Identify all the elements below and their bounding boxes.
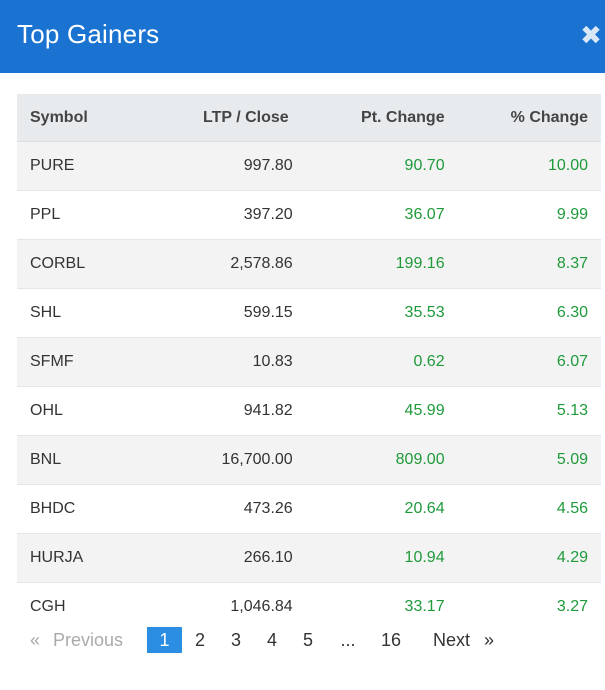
pct-change-cell: 3.27 xyxy=(444,582,601,631)
symbol-cell[interactable]: PURE xyxy=(17,141,155,191)
symbol-cell[interactable]: OHL xyxy=(17,386,155,436)
page-link-3[interactable]: 3 xyxy=(230,629,241,650)
pct-change-cell: 6.30 xyxy=(444,288,601,338)
pt-change-cell: 20.64 xyxy=(292,484,445,534)
ltp-cell: 997.80 xyxy=(154,141,293,191)
close-icon[interactable]: ✖ xyxy=(580,20,602,50)
table-row[interactable]: HURJA 266.10 10.94 4.29 xyxy=(17,533,601,583)
column-header-pct-change[interactable]: % Change xyxy=(444,94,601,142)
pt-change-cell: 199.16 xyxy=(292,239,445,289)
previous-page-link[interactable]: Previous xyxy=(53,629,124,650)
ltp-cell: 266.10 xyxy=(154,533,293,583)
pt-change-cell: 10.94 xyxy=(292,533,445,583)
pagination-ellipsis: ... xyxy=(340,629,356,650)
symbol-cell[interactable]: CORBL xyxy=(17,239,155,289)
pagination: « Previous 1 2 3 4 5 ... 16 Next » xyxy=(30,626,494,654)
pt-change-cell: 35.53 xyxy=(292,288,445,338)
table-row[interactable]: CORBL 2,578.86 199.16 8.37 xyxy=(17,239,601,289)
next-page-arrow[interactable]: » xyxy=(483,629,494,650)
pt-change-cell: 33.17 xyxy=(292,582,445,631)
table-row[interactable]: CGH 1,046.84 33.17 3.27 xyxy=(17,582,601,631)
pct-change-cell: 10.00 xyxy=(444,141,601,191)
pt-change-cell: 0.62 xyxy=(292,337,445,387)
column-header-ltp[interactable]: LTP / Close xyxy=(154,94,293,142)
ltp-cell: 10.83 xyxy=(154,337,293,387)
pct-change-cell: 6.07 xyxy=(444,337,601,387)
pct-change-cell: 5.09 xyxy=(444,435,601,485)
pt-change-cell: 36.07 xyxy=(292,190,445,240)
ltp-cell: 1,046.84 xyxy=(154,582,293,631)
gainers-table: Symbol LTP / Close Pt. Change % Change P… xyxy=(17,94,601,631)
table-row[interactable]: SFMF 10.83 0.62 6.07 xyxy=(17,337,601,387)
ltp-cell: 16,700.00 xyxy=(154,435,293,485)
pt-change-cell: 809.00 xyxy=(292,435,445,485)
ltp-cell: 2,578.86 xyxy=(154,239,293,289)
table-row[interactable]: BNL 16,700.00 809.00 5.09 xyxy=(17,435,601,485)
first-page-arrow[interactable]: « xyxy=(30,629,41,650)
ltp-cell: 397.20 xyxy=(154,190,293,240)
symbol-cell[interactable]: SHL xyxy=(17,288,155,338)
pct-change-cell: 5.13 xyxy=(444,386,601,436)
modal-title: Top Gainers xyxy=(17,19,160,49)
page-link-4[interactable]: 4 xyxy=(266,629,277,650)
pct-change-cell: 9.99 xyxy=(444,190,601,240)
table-row[interactable]: OHL 941.82 45.99 5.13 xyxy=(17,386,601,436)
table-header-row: Symbol LTP / Close Pt. Change % Change xyxy=(17,94,601,142)
symbol-cell[interactable]: SFMF xyxy=(17,337,155,387)
modal-header: Top Gainers ✖ xyxy=(0,0,605,73)
column-header-symbol[interactable]: Symbol xyxy=(17,94,155,142)
page-link-16[interactable]: 16 xyxy=(380,629,402,650)
ltp-cell: 599.15 xyxy=(154,288,293,338)
symbol-cell[interactable]: HURJA xyxy=(17,533,155,583)
symbol-cell[interactable]: BNL xyxy=(17,435,155,485)
symbol-cell[interactable]: PPL xyxy=(17,190,155,240)
page-link-1[interactable]: 1 xyxy=(147,627,182,653)
pct-change-cell: 4.29 xyxy=(444,533,601,583)
ltp-cell: 941.82 xyxy=(154,386,293,436)
page-link-5[interactable]: 5 xyxy=(302,629,313,650)
table-row[interactable]: BHDC 473.26 20.64 4.56 xyxy=(17,484,601,534)
next-page-link[interactable]: Next xyxy=(432,629,470,650)
pct-change-cell: 8.37 xyxy=(444,239,601,289)
column-header-pt-change[interactable]: Pt. Change xyxy=(292,94,445,142)
table-row[interactable]: PPL 397.20 36.07 9.99 xyxy=(17,190,601,240)
pt-change-cell: 45.99 xyxy=(292,386,445,436)
symbol-cell[interactable]: CGH xyxy=(17,582,155,631)
ltp-cell: 473.26 xyxy=(154,484,293,534)
symbol-cell[interactable]: BHDC xyxy=(17,484,155,534)
page-link-2[interactable]: 2 xyxy=(194,629,205,650)
table-row[interactable]: SHL 599.15 35.53 6.30 xyxy=(17,288,601,338)
pt-change-cell: 90.70 xyxy=(292,141,445,191)
pct-change-cell: 4.56 xyxy=(444,484,601,534)
table-row[interactable]: PURE 997.80 90.70 10.00 xyxy=(17,141,601,191)
